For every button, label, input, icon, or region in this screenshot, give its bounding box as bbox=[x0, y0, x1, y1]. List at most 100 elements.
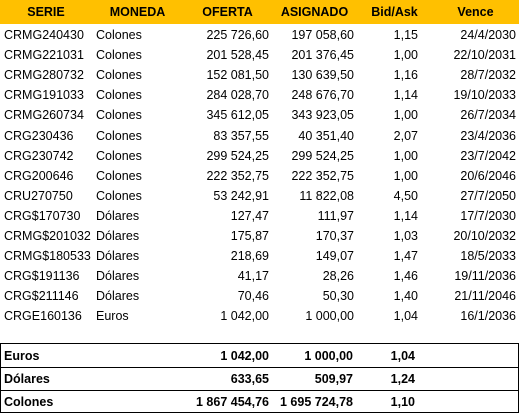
table-cell: 24/4/2030 bbox=[460, 28, 516, 42]
table-cell: CRG200646 bbox=[4, 168, 74, 183]
rule bbox=[0, 343, 519, 344]
column-header: ASIGNADO bbox=[280, 5, 349, 19]
table-cell: 1,00 bbox=[393, 168, 418, 183]
table-cell: Dólares bbox=[96, 269, 140, 284]
table-cell: 149,07 bbox=[315, 249, 354, 264]
table-cell: 1,00 bbox=[393, 148, 418, 163]
table-cell: Colones bbox=[96, 148, 142, 163]
rule bbox=[0, 343, 1, 413]
summary-cell: 1,24 bbox=[390, 372, 415, 386]
table-cell: 11 822,08 bbox=[299, 188, 354, 203]
table-cell: 197 058,60 bbox=[291, 28, 354, 42]
table-cell: 28,26 bbox=[322, 269, 354, 284]
table-cell: CRMG240430 bbox=[4, 28, 84, 42]
summary-cell: 1,04 bbox=[390, 349, 415, 363]
table-cell: 2,07 bbox=[393, 128, 418, 143]
table-cell: CRG230436 bbox=[4, 128, 74, 143]
table-cell: 83 357,55 bbox=[213, 128, 269, 143]
table-cell: 40 351,40 bbox=[298, 128, 354, 143]
table-cell: 218,69 bbox=[230, 249, 269, 264]
table-cell: 23/4/2036 bbox=[460, 128, 516, 143]
table-cell: CRMG221031 bbox=[4, 48, 84, 63]
table-cell: 19/11/2036 bbox=[454, 269, 516, 284]
table-cell: 201 528,45 bbox=[206, 48, 269, 63]
table-cell: CRMG280732 bbox=[4, 68, 84, 83]
table-cell: CRU270750 bbox=[4, 188, 73, 203]
summary-cell: 1 695 724,78 bbox=[280, 395, 353, 409]
table-cell: 19/10/2033 bbox=[453, 88, 516, 103]
table-cell: 1,46 bbox=[393, 269, 418, 284]
table-cell: 53 242,91 bbox=[213, 188, 269, 203]
table-cell: 1,03 bbox=[393, 229, 418, 243]
table-cell: 1,40 bbox=[393, 289, 418, 304]
table-cell: CRG$191136 bbox=[4, 269, 80, 284]
table-cell: Dólares bbox=[96, 208, 140, 223]
column-header: SERIE bbox=[27, 5, 65, 19]
rule bbox=[0, 367, 519, 368]
table-cell: Colones bbox=[96, 188, 142, 203]
table-cell: CRG230742 bbox=[4, 148, 74, 163]
summary-cell: 509,97 bbox=[314, 372, 353, 386]
table-cell: 27/7/2050 bbox=[460, 188, 516, 203]
table-cell: Colones bbox=[96, 88, 142, 103]
table-cell: 23/7/2042 bbox=[460, 148, 516, 163]
table-cell: Colones bbox=[96, 28, 142, 42]
table-cell: Dólares bbox=[96, 289, 140, 304]
table-cell: 21/11/2046 bbox=[454, 289, 516, 304]
table-cell: 20/6/2046 bbox=[460, 168, 516, 183]
table-cell: 111,97 bbox=[317, 208, 354, 223]
summary-cell: Colones bbox=[4, 395, 54, 409]
table-cell: CRG$211146 bbox=[4, 289, 79, 304]
table-cell: 1,15 bbox=[393, 28, 418, 42]
table-cell: CRMG260734 bbox=[4, 108, 84, 123]
column-header: Bid/Ask bbox=[371, 5, 418, 19]
table-cell: 1,14 bbox=[393, 208, 418, 223]
rule bbox=[0, 390, 519, 391]
table-cell: 22/10/2031 bbox=[453, 48, 516, 63]
table-cell: 1,16 bbox=[393, 68, 418, 83]
table-cell: 26/7/2034 bbox=[460, 108, 516, 123]
table-cell: 16/1/2036 bbox=[460, 309, 516, 324]
table-cell: 225 726,60 bbox=[206, 28, 269, 42]
table-cell: 299 524,25 bbox=[291, 148, 354, 163]
table-cell: Dólares bbox=[96, 229, 140, 243]
summary-cell: Dólares bbox=[4, 372, 50, 386]
table-cell: 152 081,50 bbox=[206, 68, 269, 83]
table-cell: 18/5/2033 bbox=[460, 249, 516, 264]
table-cell: CRMG$180533 bbox=[4, 249, 91, 264]
table-cell: Colones bbox=[96, 48, 142, 63]
summary-cell: Euros bbox=[4, 349, 40, 363]
column-header: MONEDA bbox=[109, 5, 166, 19]
summary-cell: 633,65 bbox=[230, 372, 269, 386]
summary-cell: 1 000,00 bbox=[304, 349, 353, 363]
table-cell: CRMG191033 bbox=[4, 88, 84, 103]
column-header: Vence bbox=[457, 5, 494, 19]
table-cell: Dólares bbox=[96, 249, 140, 264]
table-cell: 248 676,70 bbox=[291, 88, 354, 103]
table-cell: 222 352,75 bbox=[291, 168, 354, 183]
table-cell: 41,17 bbox=[237, 269, 269, 284]
table-cell: 170,37 bbox=[315, 229, 354, 243]
table-cell: CRG$170730 bbox=[4, 208, 81, 223]
header-band bbox=[0, 0, 519, 24]
table-cell: 284 028,70 bbox=[206, 88, 269, 103]
rule bbox=[518, 343, 519, 413]
table-cell: 343 923,05 bbox=[291, 108, 354, 123]
table-cell: 20/10/2032 bbox=[453, 229, 516, 243]
table-cell: 1,04 bbox=[393, 309, 418, 324]
table-cell: 50,30 bbox=[322, 289, 354, 304]
table-cell: Euros bbox=[96, 309, 129, 324]
table-cell: 127,47 bbox=[230, 208, 269, 223]
table-cell: 1,47 bbox=[393, 249, 418, 264]
rule bbox=[0, 412, 519, 413]
table-cell: 4,50 bbox=[393, 188, 418, 203]
table-cell: CRMG$201032 bbox=[4, 229, 91, 243]
table-cell: Colones bbox=[96, 168, 142, 183]
summary-cell: 1 867 454,76 bbox=[196, 395, 269, 409]
table-cell: 175,87 bbox=[230, 229, 269, 243]
table-cell: 1,00 bbox=[393, 108, 418, 123]
table-cell: 345 612,05 bbox=[206, 108, 269, 123]
summary-cell: 1,10 bbox=[390, 395, 415, 409]
table-cell: Colones bbox=[96, 68, 142, 83]
